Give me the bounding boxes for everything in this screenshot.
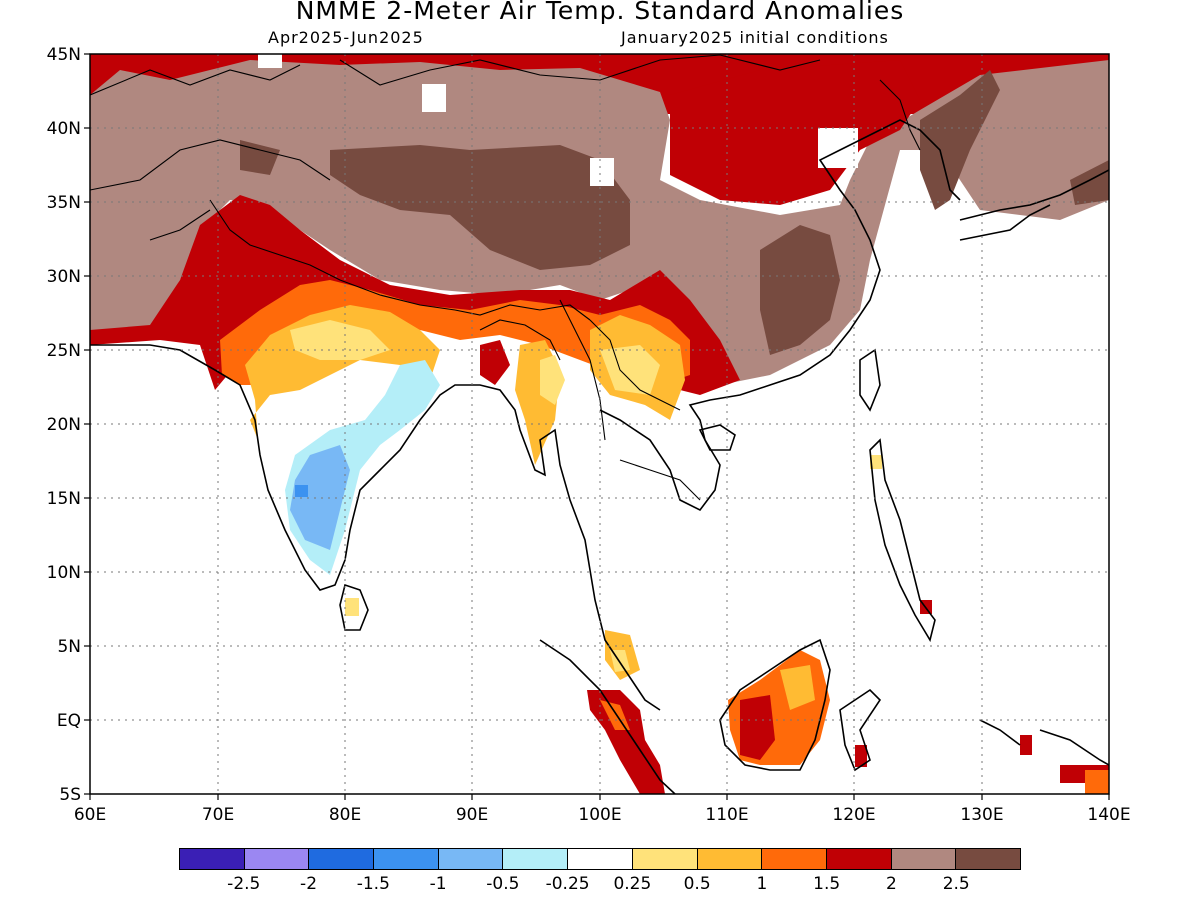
- color-legend: [179, 848, 1021, 870]
- legend-swatch: [697, 849, 763, 869]
- borders: [90, 54, 921, 501]
- legend-swatch: [180, 849, 245, 869]
- legend-label: 0.5: [683, 874, 711, 894]
- legend-label: 1.5: [813, 874, 841, 894]
- legend-label: -2: [300, 874, 318, 894]
- map-title: NMME 2-Meter Air Temp. Standard Anomalie…: [295, 0, 905, 25]
- legend-label: 0.25: [613, 874, 652, 894]
- axis-ticks: [84, 53, 1110, 800]
- lon-label: 100E: [578, 805, 621, 825]
- lat-label: 25N: [47, 341, 81, 361]
- initial-conditions: January2025 initial conditions: [621, 28, 889, 47]
- lat-label: 40N: [47, 119, 81, 139]
- legend-label: -2.5: [227, 874, 261, 894]
- lon-label: 110E: [705, 805, 748, 825]
- legend-swatch: [374, 849, 439, 869]
- lon-label: 140E: [1087, 805, 1130, 825]
- longitude-labels: 60E 70E 80E 90E 100E 110E 120E 130E 140E: [74, 805, 1131, 825]
- lat-label: 15N: [47, 489, 81, 509]
- legend-swatch: [568, 849, 633, 869]
- legend-swatch: [503, 849, 569, 869]
- gridlines: [90, 54, 1109, 794]
- lon-label: 60E: [74, 805, 106, 825]
- lat-label: EQ: [57, 711, 81, 731]
- lat-label: 10N: [47, 563, 81, 583]
- legend-label: 2: [886, 874, 897, 894]
- lon-label: 70E: [202, 805, 234, 825]
- lat-label: 5S: [59, 785, 81, 805]
- legend-swatch: [244, 849, 310, 869]
- lat-label: 45N: [47, 45, 81, 65]
- legend-swatch: [632, 849, 698, 869]
- lon-label: 120E: [832, 805, 875, 825]
- legend-swatch: [438, 849, 504, 869]
- legend-label: 2.5: [942, 874, 970, 894]
- lon-label: 130E: [960, 805, 1003, 825]
- latitude-labels: 45N 40N 35N 30N 25N 20N 15N 10N 5N EQ 5S: [47, 45, 81, 805]
- lat-label: 35N: [47, 193, 81, 213]
- legend-swatch: [826, 849, 892, 869]
- lat-label: 5N: [57, 637, 81, 657]
- anomaly-field: [90, 54, 1109, 794]
- lat-label: 20N: [47, 415, 81, 435]
- legend-swatch: [956, 849, 1020, 869]
- legend-label: -1.5: [356, 874, 390, 894]
- legend-label: -1: [429, 874, 447, 894]
- legend-swatch: [762, 849, 827, 869]
- legend-swatch: [309, 849, 375, 869]
- forecast-period: Apr2025-Jun2025: [268, 28, 424, 47]
- lat-label: 30N: [47, 267, 81, 287]
- legend-swatch: [891, 849, 957, 869]
- lon-label: 90E: [456, 805, 488, 825]
- lon-label: 80E: [329, 805, 361, 825]
- coastlines: [90, 119, 1109, 794]
- legend-label: -0.25: [545, 874, 590, 894]
- legend-label: -0.5: [486, 874, 520, 894]
- legend-label: 1: [756, 874, 768, 894]
